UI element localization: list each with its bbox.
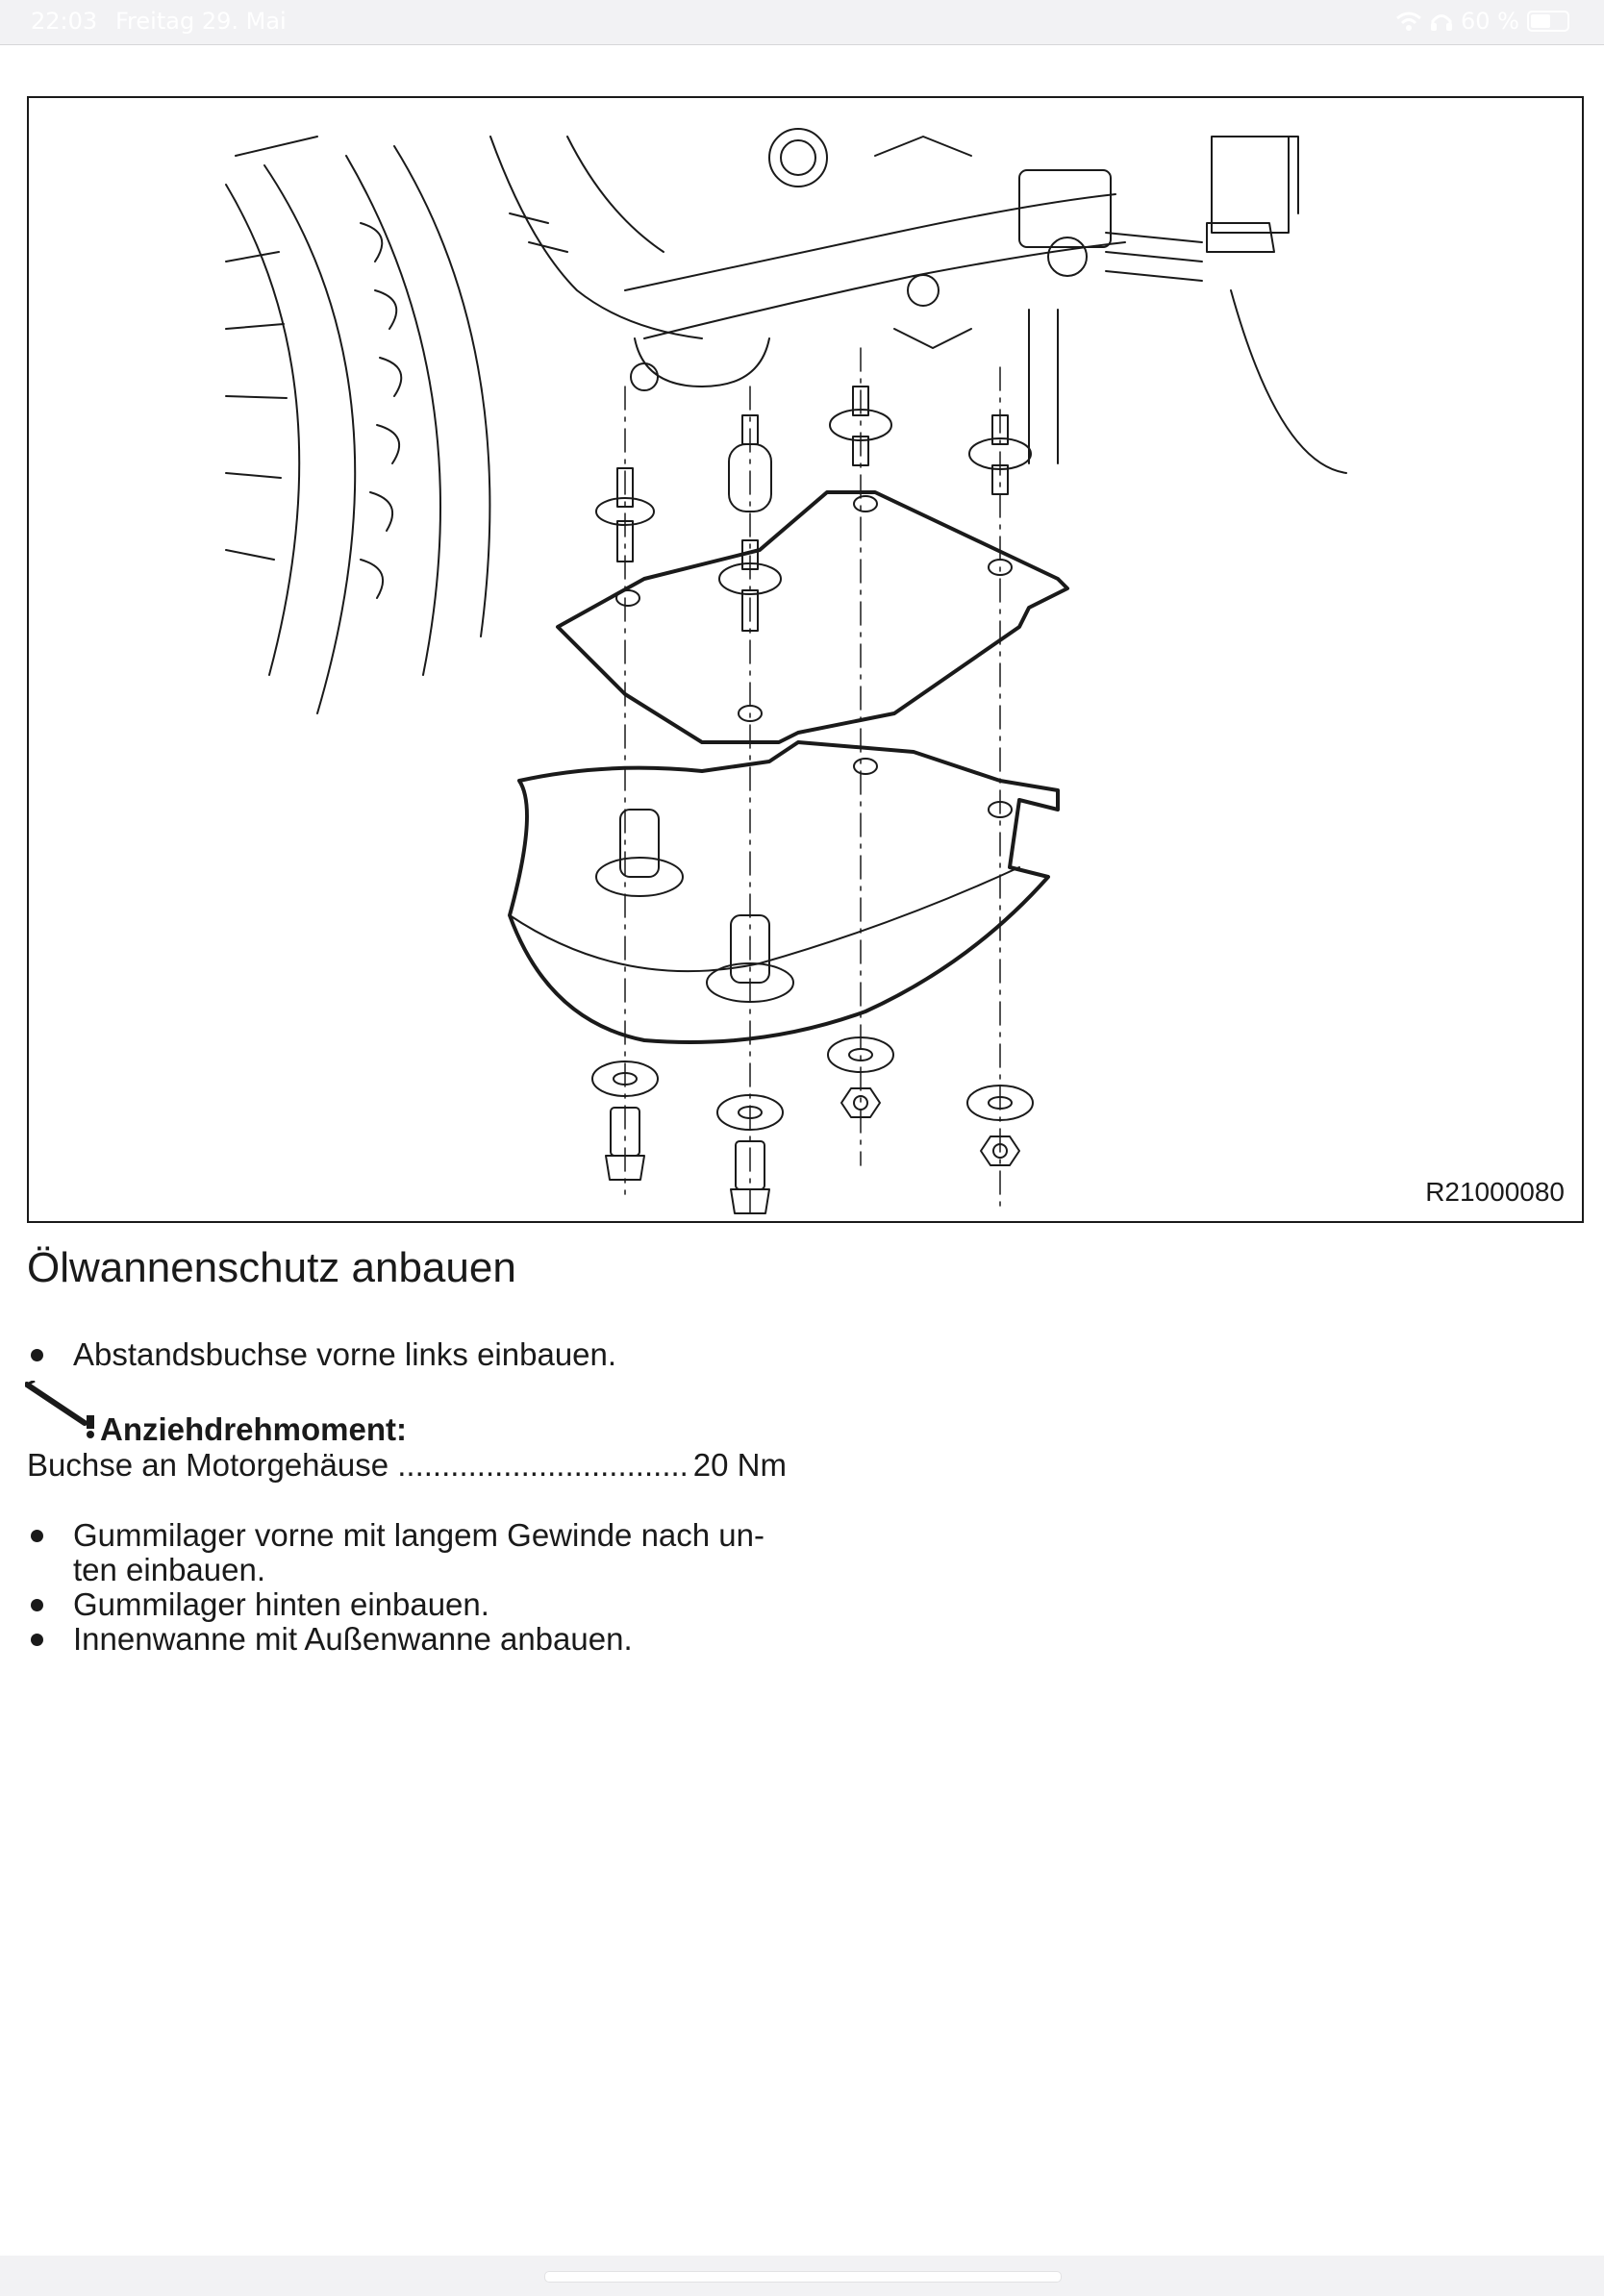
home-indicator[interactable] (544, 2271, 1062, 2283)
step-list-1: Abstandsbuchse vorne links einbauen. (27, 1337, 815, 1372)
figure-number: R21000080 (1425, 1177, 1565, 1207)
exploded-view-illustration: R21000080 (27, 96, 1584, 1223)
assembly-axis-lines (624, 347, 1001, 1214)
outer-pan-drawing (508, 740, 1060, 1044)
list-item: Gummilager hinten einbauen. (27, 1587, 815, 1622)
list-item: Abstandsbuchse vorne links einbauen. (27, 1337, 815, 1372)
outer-pan-bushings (595, 758, 1013, 1003)
battery-icon (1527, 11, 1569, 32)
torque-value: 20 Nm (692, 1447, 787, 1483)
torque-spec-row: Buchse an Motorgehäuse 20 Nm (27, 1447, 787, 1484)
torque-label: Anziehdrehmoment: (100, 1411, 408, 1447)
status-time: 22:03 (31, 8, 98, 35)
oil-pan-guard-drawing (225, 128, 1347, 1214)
torque-wrench-icon (25, 1381, 94, 1438)
status-date: Freitag 29. Mai (115, 8, 287, 35)
list-item: Gummilager vorne mit langem Gewinde nach… (27, 1518, 815, 1587)
section-title: Ölwannenschutz anbauen (27, 1244, 516, 1291)
home-indicator-bar (0, 2256, 1604, 2296)
wifi-icon (1396, 12, 1421, 31)
engine-frame-drawing (489, 128, 1347, 474)
torque-item: Buchse an Motorgehäuse (27, 1447, 389, 1483)
headphones-icon (1431, 14, 1453, 31)
rubber-mount-studs (595, 386, 1032, 632)
tire-drawing (225, 136, 491, 714)
status-indicators: 60 % (1395, 8, 1569, 35)
list-item: Innenwanne mit Außenwanne anbauen. (27, 1622, 815, 1657)
washers-bolts-nuts (591, 1036, 1034, 1214)
status-bar: 22:03 Freitag 29. Mai 60 % (0, 0, 1604, 45)
step-list-2: Gummilager vorne mit langem Gewinde nach… (27, 1518, 815, 1657)
battery-percent: 60 % (1461, 8, 1519, 35)
inner-pan-drawing (556, 490, 1069, 744)
